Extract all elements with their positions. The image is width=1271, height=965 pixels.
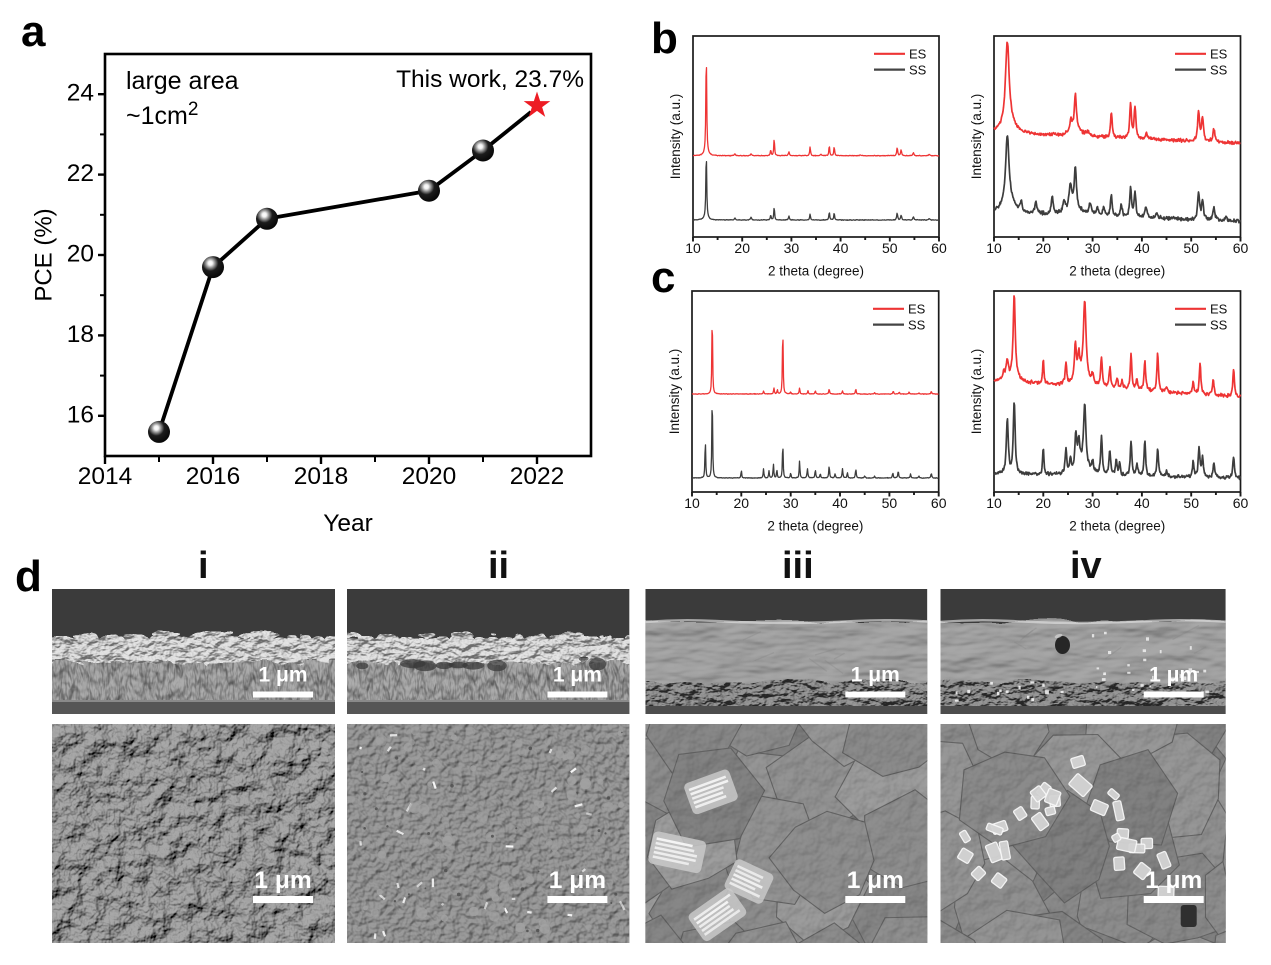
svg-text:30: 30 xyxy=(1085,495,1101,511)
svg-text:2020: 2020 xyxy=(402,463,457,490)
svg-text:10: 10 xyxy=(684,495,700,511)
svg-text:16: 16 xyxy=(67,401,94,428)
svg-text:2018: 2018 xyxy=(294,463,349,490)
svg-text:30: 30 xyxy=(784,240,800,256)
svg-text:~1cm2: ~1cm2 xyxy=(126,99,198,130)
svg-text:60: 60 xyxy=(1233,240,1249,256)
svg-text:SS: SS xyxy=(1210,317,1228,332)
svg-text:24: 24 xyxy=(67,80,94,107)
svg-text:18: 18 xyxy=(67,321,94,348)
svg-text:ES: ES xyxy=(1210,47,1228,62)
svg-text:ES: ES xyxy=(908,302,926,317)
svg-text:2014: 2014 xyxy=(78,463,133,490)
svg-text:50: 50 xyxy=(1183,240,1199,256)
svg-text:2016: 2016 xyxy=(186,463,241,490)
svg-text:SS: SS xyxy=(908,317,926,332)
svg-text:40: 40 xyxy=(1134,240,1150,256)
svg-text:60: 60 xyxy=(931,495,947,511)
svg-text:Intensity (a.u.): Intensity (a.u.) xyxy=(969,349,984,435)
svg-text:20: 20 xyxy=(67,241,94,268)
svg-text:Intensity (a.u.): Intensity (a.u.) xyxy=(668,94,683,180)
svg-text:SS: SS xyxy=(1210,62,1228,77)
svg-text:60: 60 xyxy=(1233,495,1249,511)
svg-text:60: 60 xyxy=(931,240,947,256)
svg-text:22: 22 xyxy=(67,160,94,187)
svg-text:1 μm: 1 μm xyxy=(549,867,606,894)
svg-text:2022: 2022 xyxy=(510,463,565,490)
svg-text:1 μm: 1 μm xyxy=(851,664,900,687)
svg-text:40: 40 xyxy=(1134,495,1150,511)
svg-text:Intensity (a.u.): Intensity (a.u.) xyxy=(969,94,984,180)
svg-text:30: 30 xyxy=(1085,240,1101,256)
svg-text:20: 20 xyxy=(1036,240,1052,256)
svg-text:1 μm: 1 μm xyxy=(553,664,602,687)
svg-text:10: 10 xyxy=(986,240,1002,256)
svg-text:1 μm: 1 μm xyxy=(254,867,311,894)
svg-text:This work, 23.7%: This work, 23.7% xyxy=(396,66,584,93)
svg-text:1 μm: 1 μm xyxy=(258,664,307,687)
svg-text:Intensity (a.u.): Intensity (a.u.) xyxy=(667,349,682,435)
svg-text:10: 10 xyxy=(986,495,1002,511)
svg-text:50: 50 xyxy=(1183,495,1199,511)
svg-text:PCE (%): PCE (%) xyxy=(31,208,58,301)
svg-text:ES: ES xyxy=(909,47,927,62)
svg-text:50: 50 xyxy=(882,240,898,256)
svg-text:20: 20 xyxy=(1036,495,1052,511)
svg-text:50: 50 xyxy=(882,495,898,511)
svg-text:2 theta (degree): 2 theta (degree) xyxy=(1069,264,1165,279)
svg-text:1 μm: 1 μm xyxy=(847,867,904,894)
svg-text:2 theta (degree): 2 theta (degree) xyxy=(768,264,864,279)
svg-text:20: 20 xyxy=(734,240,750,256)
svg-text:20: 20 xyxy=(734,495,750,511)
svg-text:40: 40 xyxy=(833,240,849,256)
svg-text:ES: ES xyxy=(1210,302,1228,317)
svg-text:40: 40 xyxy=(832,495,848,511)
svg-text:2 theta (degree): 2 theta (degree) xyxy=(1069,519,1165,534)
svg-text:1 μm: 1 μm xyxy=(1149,664,1198,687)
svg-text:large area: large area xyxy=(126,67,239,95)
svg-text:30: 30 xyxy=(783,495,799,511)
svg-text:Year: Year xyxy=(323,510,373,537)
svg-text:1 μm: 1 μm xyxy=(1145,867,1202,894)
svg-text:10: 10 xyxy=(685,240,701,256)
svg-text:SS: SS xyxy=(909,62,927,77)
svg-text:2 theta (degree): 2 theta (degree) xyxy=(767,519,863,534)
